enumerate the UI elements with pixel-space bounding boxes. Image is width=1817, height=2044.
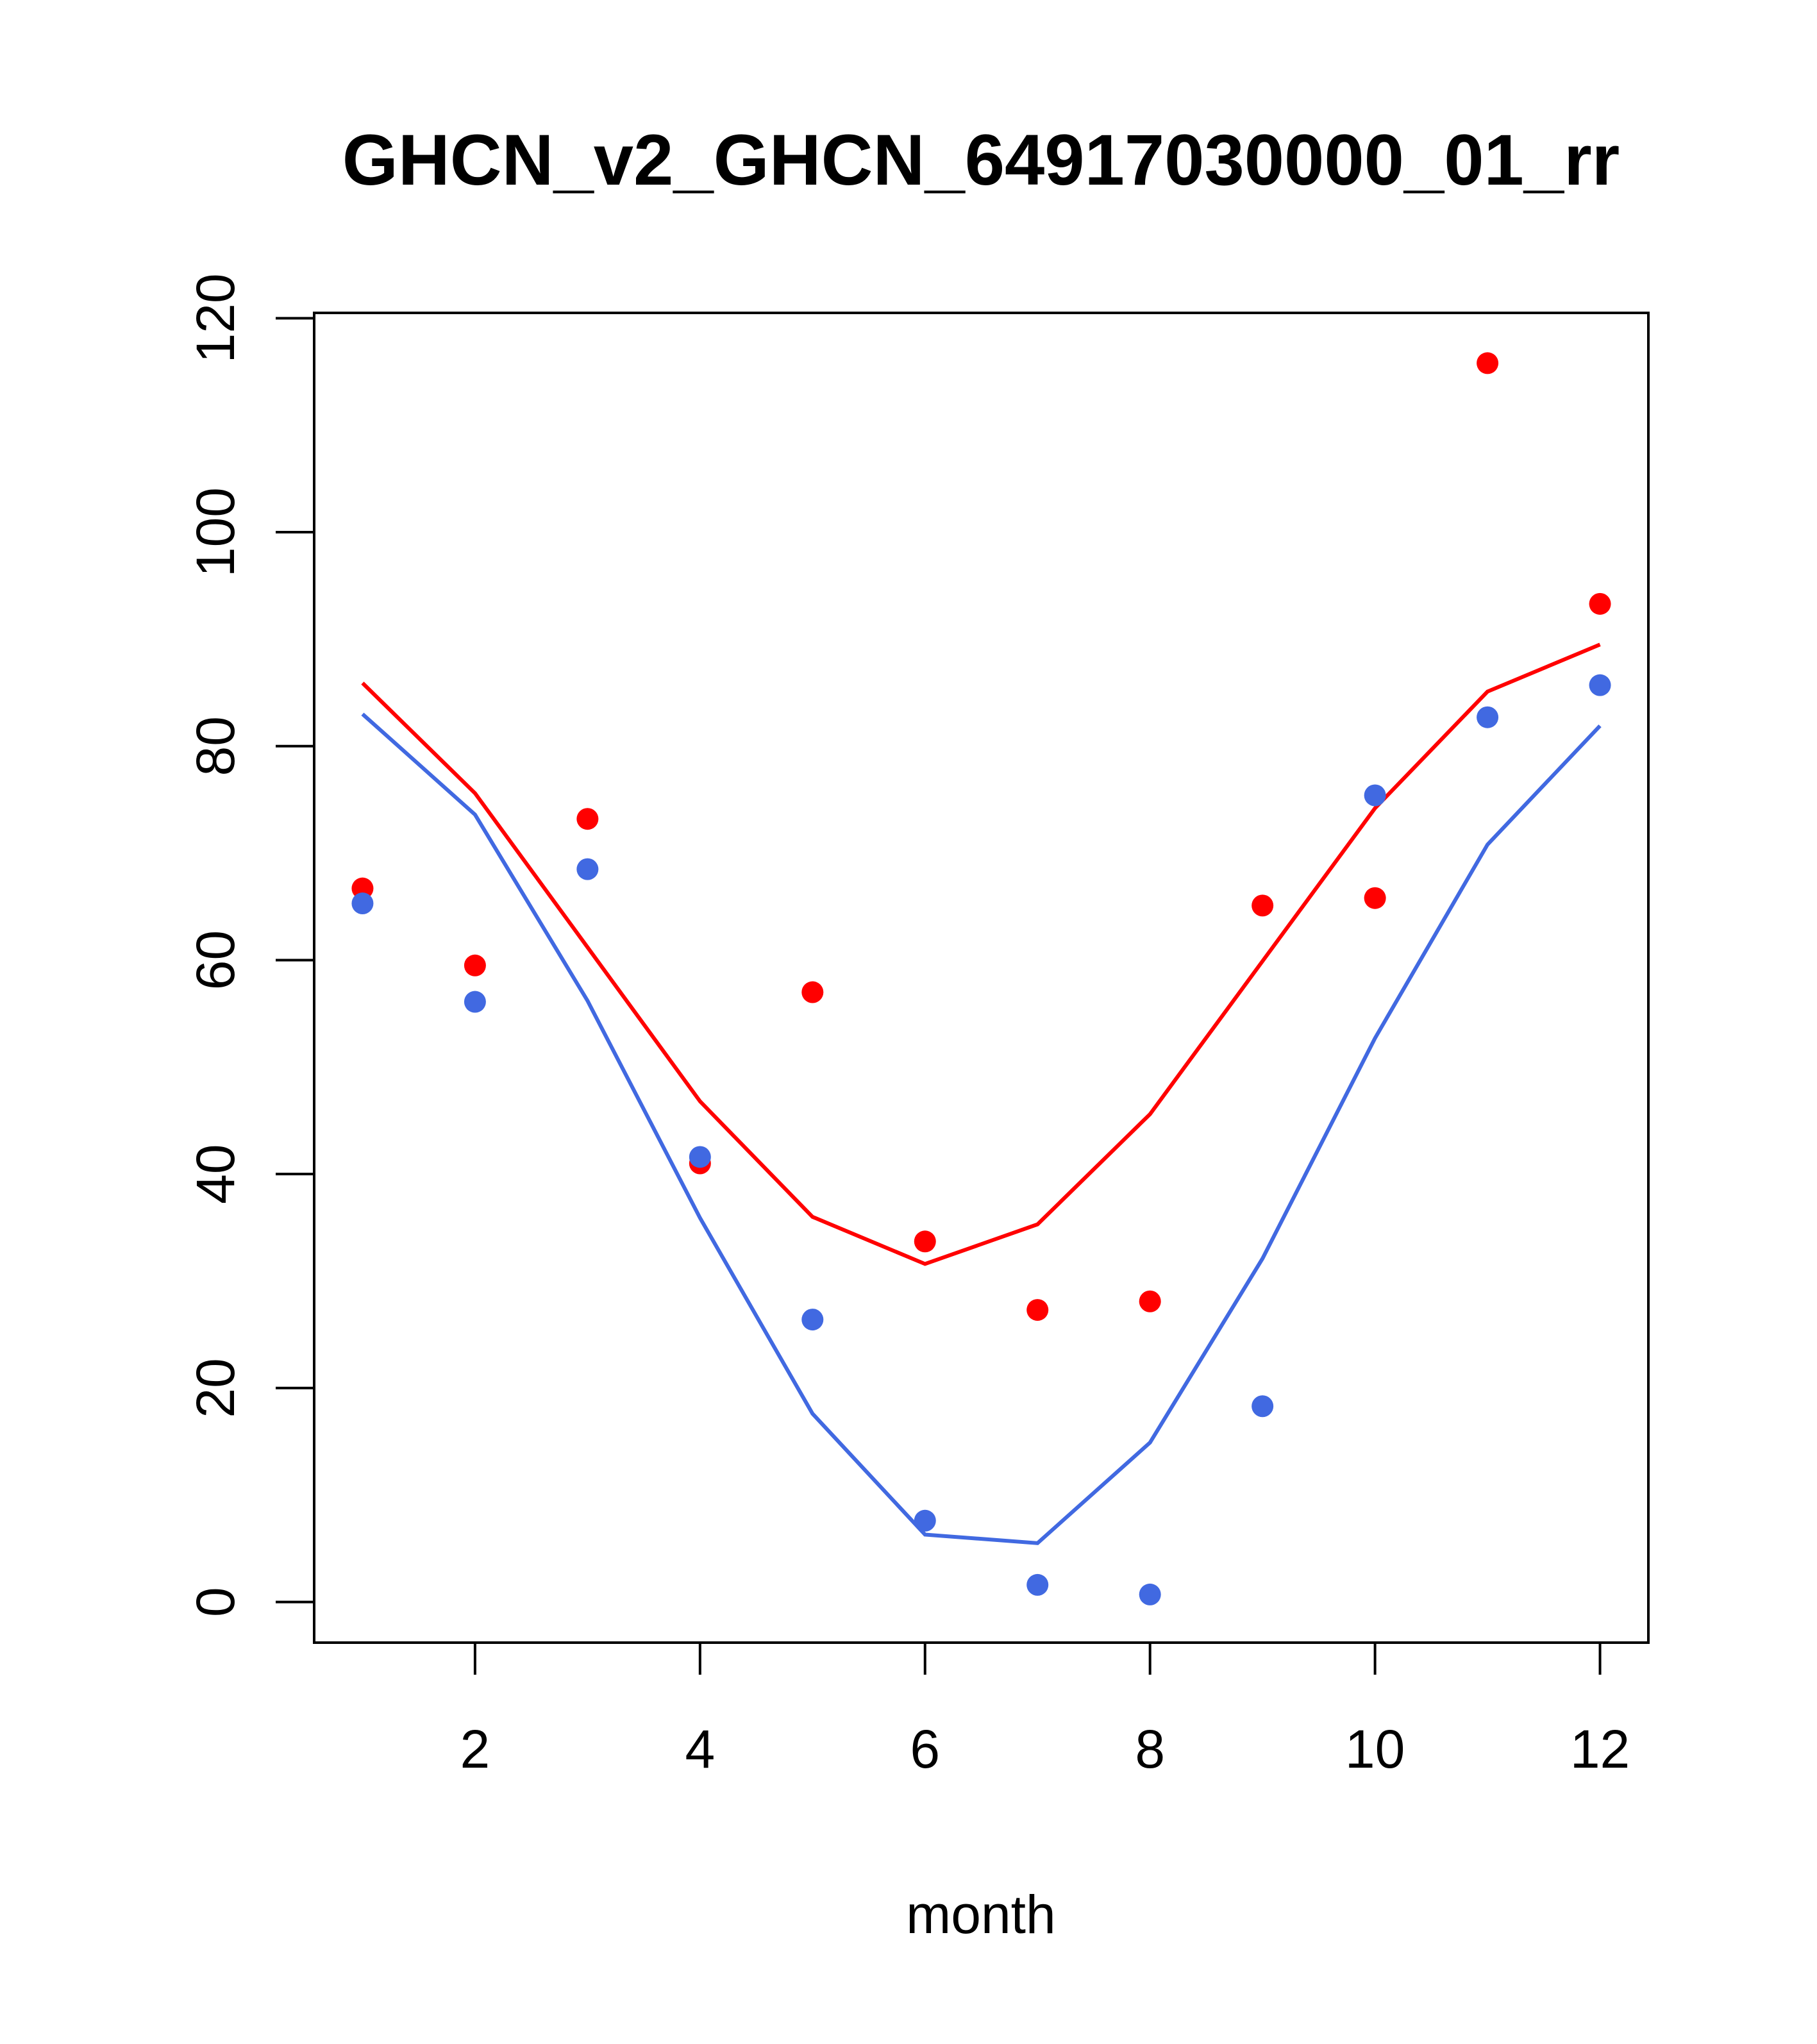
y-tick-label: 0 [185, 1587, 246, 1617]
red-point [1139, 1290, 1161, 1312]
red-point [1477, 352, 1499, 374]
blue-point [801, 1309, 824, 1331]
blue-point [576, 858, 599, 880]
y-tick-label: 20 [185, 1358, 246, 1418]
red-point [801, 981, 824, 1003]
x-tick-label: 10 [1345, 1719, 1405, 1779]
x-tick-label: 2 [460, 1719, 490, 1779]
blue-line [361, 712, 1602, 1545]
red-point [1252, 894, 1274, 917]
y-tick-label: 40 [185, 1144, 246, 1203]
x-tick-label: 8 [1135, 1719, 1165, 1779]
blue-point [1589, 674, 1611, 696]
blue-point [1252, 1395, 1274, 1418]
blue-point [1026, 1573, 1049, 1596]
red-point [1589, 592, 1611, 615]
red-line [361, 642, 1601, 1266]
x-axis-label: month [906, 1884, 1055, 1945]
blue-point [689, 1146, 711, 1168]
plot-frame [313, 312, 1650, 1644]
y-tick-label: 60 [185, 930, 246, 990]
y-tick-label: 120 [185, 273, 246, 363]
x-tick-label: 4 [685, 1719, 715, 1779]
red-point [464, 954, 486, 976]
y-tick-label: 80 [185, 716, 246, 776]
red-point [1026, 1299, 1049, 1321]
blue-point [1364, 784, 1386, 807]
blue-point [1139, 1583, 1161, 1605]
blue-point [1477, 706, 1499, 728]
blue-point [464, 991, 486, 1013]
chart-title: GHCN_v2_GHCN_64917030000_01_rr [342, 120, 1620, 200]
blue-point [914, 1509, 936, 1532]
x-tick-label: 12 [1570, 1719, 1630, 1779]
red-point [914, 1230, 936, 1253]
red-point [351, 877, 374, 900]
red-point [1364, 887, 1386, 909]
blue-point [351, 892, 374, 915]
x-tick-label: 6 [910, 1719, 940, 1779]
y-tick-label: 100 [185, 487, 246, 577]
red-point [576, 808, 599, 830]
